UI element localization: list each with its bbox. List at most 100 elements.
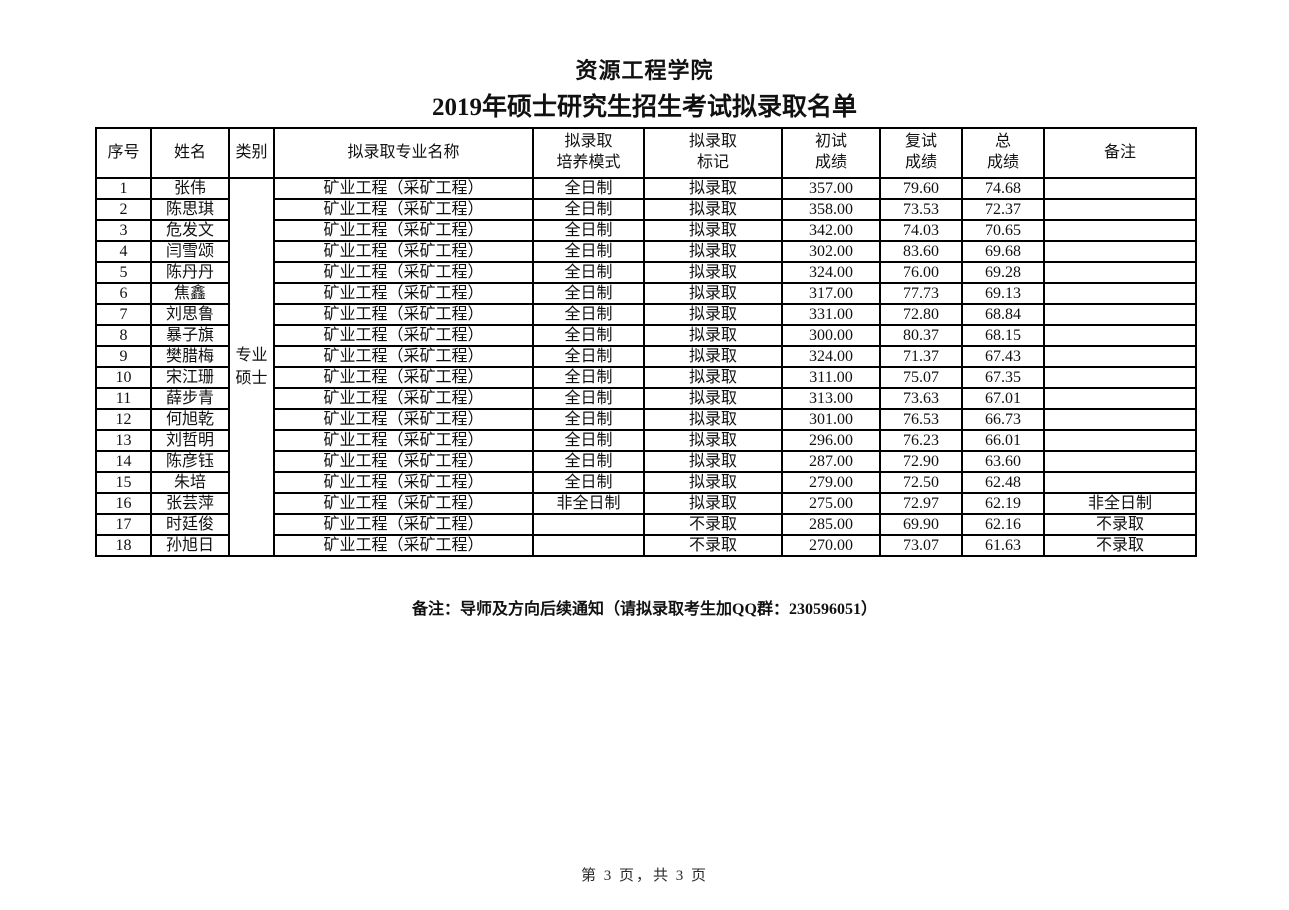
cell-initial-score: 317.00 [781, 282, 881, 305]
cell-initial-score: 313.00 [781, 387, 881, 410]
cell-total-score: 70.65 [961, 219, 1045, 242]
cell-admission-mark: 拟录取 [643, 261, 783, 284]
header-remark: 备注 [1043, 127, 1197, 179]
cell-major: 矿业工程（采矿工程） [273, 324, 534, 347]
cell-major: 矿业工程（采矿工程） [273, 450, 534, 473]
cell-admission-mark: 拟录取 [643, 408, 783, 431]
cell-name: 孙旭日 [150, 534, 230, 557]
cell-total-score: 67.01 [961, 387, 1045, 410]
cell-remark [1043, 429, 1197, 452]
cell-remark [1043, 219, 1197, 242]
cell-total-score: 63.60 [961, 450, 1045, 473]
table-row: 8 暴子旗 矿业工程（采矿工程） 全日制 拟录取 300.00 80.37 68.15 [95, 324, 1197, 347]
cell-initial-score: 279.00 [781, 471, 881, 494]
cell-remark [1043, 282, 1197, 305]
cell-admission-mark: 拟录取 [643, 282, 783, 305]
cell-name: 危发文 [150, 219, 230, 242]
cell-major: 矿业工程（采矿工程） [273, 240, 534, 263]
cell-initial-score: 300.00 [781, 324, 881, 347]
cell-name: 陈丹丹 [150, 261, 230, 284]
cell-admission-mark: 拟录取 [643, 450, 783, 473]
cell-no: 14 [95, 450, 152, 473]
cell-name: 焦鑫 [150, 282, 230, 305]
cell-total-score: 62.16 [961, 513, 1045, 536]
cell-retest-score: 77.73 [879, 282, 963, 305]
cell-retest-score: 69.90 [879, 513, 963, 536]
cell-total-score: 66.01 [961, 429, 1045, 452]
cell-total-score: 69.13 [961, 282, 1045, 305]
cell-name: 暴子旗 [150, 324, 230, 347]
cell-name: 时廷俊 [150, 513, 230, 536]
table-row: 6 焦鑫 矿业工程（采矿工程） 全日制 拟录取 317.00 77.73 69.13 [95, 282, 1197, 305]
cell-initial-score: 331.00 [781, 303, 881, 326]
table-row: 18 孙旭日 矿业工程（采矿工程） 不录取 270.00 73.07 61.63 不录取 [95, 534, 1197, 557]
table-row: 10 宋江珊 矿业工程（采矿工程） 全日制 拟录取 311.00 75.07 67.35 [95, 366, 1197, 389]
cell-name: 朱培 [150, 471, 230, 494]
header-name: 姓名 [150, 127, 230, 179]
cell-no: 2 [95, 198, 152, 221]
page-number: 第 3 页，共 3 页 [580, 868, 708, 884]
cell-retest-score: 76.53 [879, 408, 963, 431]
cell-study-mode: 全日制 [532, 471, 645, 494]
cell-admission-mark: 拟录取 [643, 492, 783, 515]
cell-name: 樊腊梅 [150, 345, 230, 368]
cell-study-mode: 全日制 [532, 240, 645, 263]
cell-name: 刘思鲁 [150, 303, 230, 326]
cell-remark [1043, 261, 1197, 284]
admission-table: 序号 姓名 类别 拟录取专业名称 拟录取 培养模式 拟录取 标记 初试 成绩 复… [95, 127, 1197, 557]
cell-study-mode: 全日制 [532, 324, 645, 347]
cell-no: 10 [95, 366, 152, 389]
cell-total-score: 69.28 [961, 261, 1045, 284]
cell-study-mode: 全日制 [532, 282, 645, 305]
cell-study-mode: 全日制 [532, 387, 645, 410]
header-initial-score: 初试 成绩 [781, 127, 881, 179]
header-no: 序号 [95, 127, 152, 179]
cell-admission-mark: 拟录取 [643, 198, 783, 221]
cell-no: 11 [95, 387, 152, 410]
cell-no: 17 [95, 513, 152, 536]
table-header-row: 序号 姓名 类别 拟录取专业名称 拟录取 培养模式 拟录取 标记 初试 成绩 复… [95, 127, 1197, 179]
table-row: 11 薛步青 矿业工程（采矿工程） 全日制 拟录取 313.00 73.63 67.01 [95, 387, 1197, 410]
cell-total-score: 66.73 [961, 408, 1045, 431]
table-row: 13 刘哲明 矿业工程（采矿工程） 全日制 拟录取 296.00 76.23 66.01 [95, 429, 1197, 452]
cell-initial-score: 287.00 [781, 450, 881, 473]
cell-admission-mark: 拟录取 [643, 345, 783, 368]
cell-retest-score: 73.53 [879, 198, 963, 221]
cell-remark [1043, 324, 1197, 347]
cell-initial-score: 342.00 [781, 219, 881, 242]
cell-no: 16 [95, 492, 152, 515]
cell-no: 6 [95, 282, 152, 305]
cell-category-merged: 专业 硕士 [228, 177, 275, 557]
cell-remark [1043, 450, 1197, 473]
cell-name: 陈思琪 [150, 198, 230, 221]
cell-remark [1043, 408, 1197, 431]
cell-admission-mark: 拟录取 [643, 471, 783, 494]
cell-admission-mark: 拟录取 [643, 387, 783, 410]
cell-initial-score: 270.00 [781, 534, 881, 557]
cell-name: 宋江珊 [150, 366, 230, 389]
table-row: 4 闫雪颂 矿业工程（采矿工程） 全日制 拟录取 302.00 83.60 69.68 [95, 240, 1197, 263]
cell-major: 矿业工程（采矿工程） [273, 534, 534, 557]
cell-total-score: 69.68 [961, 240, 1045, 263]
cell-remark [1043, 303, 1197, 326]
cell-major: 矿业工程（采矿工程） [273, 471, 534, 494]
table-row: 14 陈彦钰 矿业工程（采矿工程） 全日制 拟录取 287.00 72.90 63.60 [95, 450, 1197, 473]
cell-remark [1043, 198, 1197, 221]
cell-major: 矿业工程（采矿工程） [273, 219, 534, 242]
cell-study-mode: 非全日制 [532, 492, 645, 515]
cell-no: 1 [95, 177, 152, 200]
cell-major: 矿业工程（采矿工程） [273, 303, 534, 326]
cell-retest-score: 79.60 [879, 177, 963, 200]
cell-retest-score: 75.07 [879, 366, 963, 389]
cell-retest-score: 73.07 [879, 534, 963, 557]
cell-study-mode: 全日制 [532, 429, 645, 452]
header-major: 拟录取专业名称 [273, 127, 534, 179]
cell-total-score: 68.15 [961, 324, 1045, 347]
cell-name: 张芸萍 [150, 492, 230, 515]
table-row: 15 朱培 矿业工程（采矿工程） 全日制 拟录取 279.00 72.50 62.48 [95, 471, 1197, 494]
cell-remark [1043, 240, 1197, 263]
table-row: 12 何旭乾 矿业工程（采矿工程） 全日制 拟录取 301.00 76.53 66.73 [95, 408, 1197, 431]
table-row: 9 樊腊梅 矿业工程（采矿工程） 全日制 拟录取 324.00 71.37 67.43 [95, 345, 1197, 368]
cell-total-score: 67.43 [961, 345, 1045, 368]
cell-total-score: 62.48 [961, 471, 1045, 494]
